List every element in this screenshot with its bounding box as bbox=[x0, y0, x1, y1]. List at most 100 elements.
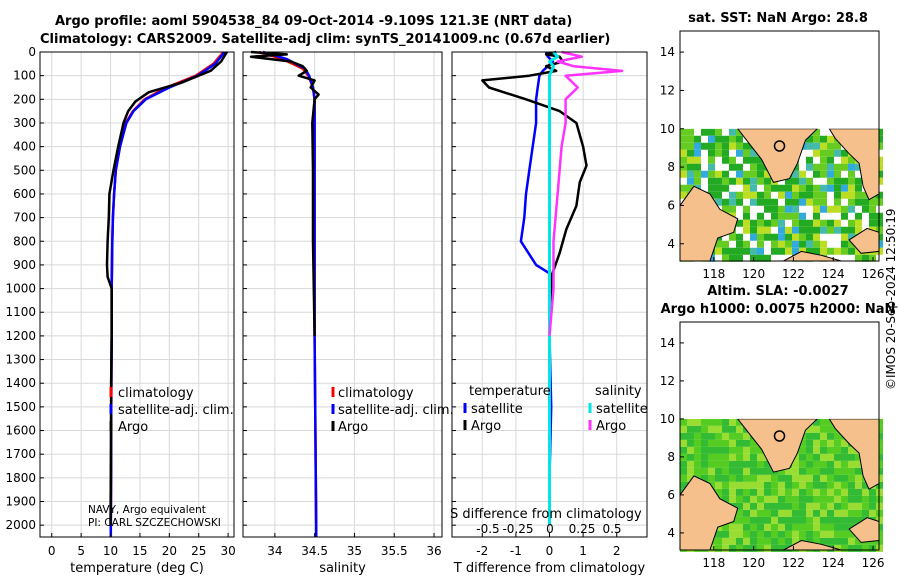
sla-map-cell bbox=[736, 488, 743, 496]
sla-map-cell bbox=[743, 544, 750, 552]
sla-map-cell bbox=[736, 523, 743, 531]
sla-map-cell bbox=[736, 432, 743, 440]
sla-map-lat-label: 8 bbox=[667, 450, 675, 464]
sst-map-cell bbox=[869, 212, 876, 220]
sla-map-cell bbox=[764, 474, 771, 482]
sla-map-cell bbox=[820, 481, 827, 489]
sla-map-cell bbox=[715, 453, 722, 461]
sla-map-cell bbox=[729, 425, 736, 433]
temperature-xtick-label: 20 bbox=[162, 544, 177, 558]
sst-map-cell bbox=[715, 184, 722, 192]
temperature-xtick-label: 10 bbox=[103, 544, 118, 558]
sst-map-lon-label: 120 bbox=[742, 267, 765, 281]
sla-map-cell bbox=[813, 530, 820, 538]
sla-map-cell bbox=[722, 418, 729, 426]
sla-map-cell bbox=[841, 544, 848, 552]
sla-map-cell bbox=[750, 523, 757, 531]
sst-map-cell bbox=[708, 170, 715, 178]
sst-map-cell bbox=[764, 219, 771, 227]
sst-map-cell bbox=[708, 142, 715, 150]
sla-map-cell bbox=[799, 467, 806, 475]
sst-map-cell bbox=[743, 205, 750, 213]
sst-map-cell bbox=[841, 212, 848, 220]
sla-map-cell bbox=[722, 425, 729, 433]
sla-map-cell bbox=[764, 537, 771, 545]
sla-map-cell bbox=[806, 502, 813, 510]
sla-map-cell bbox=[820, 509, 827, 517]
sla-map-cell bbox=[855, 502, 862, 510]
sst-map-cell bbox=[827, 184, 834, 192]
sst-map-cell bbox=[736, 142, 743, 150]
sst-map-cell bbox=[869, 219, 876, 227]
sst-map-cell bbox=[813, 247, 820, 255]
sst-map-cell bbox=[750, 247, 757, 255]
sla-map-cell bbox=[694, 467, 701, 475]
sla-map-cell bbox=[736, 481, 743, 489]
sla-map-cell bbox=[687, 453, 694, 461]
sla-map-cell bbox=[827, 502, 834, 510]
sla-map-cell bbox=[729, 523, 736, 531]
sla-map-cell bbox=[827, 488, 834, 496]
sst-map-cell bbox=[715, 149, 722, 157]
sla-map-cell bbox=[771, 509, 778, 517]
salinity-xtick-label: 35.5 bbox=[381, 544, 408, 558]
sla-map-cell bbox=[806, 523, 813, 531]
depth-tick-label: 100 bbox=[13, 69, 36, 83]
sla-map-cell bbox=[722, 474, 729, 482]
sla-map-cell bbox=[806, 537, 813, 545]
sla-map-cell bbox=[820, 474, 827, 482]
sla-map-cell bbox=[862, 509, 869, 517]
sst-map-cell bbox=[771, 205, 778, 213]
sst-map-cell bbox=[722, 184, 729, 192]
sst-map-cell bbox=[827, 205, 834, 213]
sst-map-cell bbox=[771, 233, 778, 241]
sla-map-cell bbox=[694, 418, 701, 426]
sla-map-cell bbox=[708, 544, 715, 552]
sst-map-cell bbox=[715, 128, 722, 136]
sla-map-cell bbox=[799, 502, 806, 510]
sla-map-cell bbox=[806, 474, 813, 482]
sst-map-cell bbox=[806, 219, 813, 227]
sla-map-cell bbox=[743, 453, 750, 461]
sla-map-cell bbox=[848, 474, 855, 482]
sla-map-cell bbox=[848, 537, 855, 545]
sla-map-cell bbox=[785, 481, 792, 489]
sla-map-cell bbox=[701, 467, 708, 475]
sst-map-cell bbox=[813, 226, 820, 234]
sst-map-cell bbox=[827, 219, 834, 227]
sla-map-cell bbox=[729, 467, 736, 475]
sst-map-cell bbox=[827, 247, 834, 255]
sla-map-cell bbox=[813, 467, 820, 475]
sla-map-cell bbox=[855, 481, 862, 489]
sla-map-cell bbox=[820, 537, 827, 545]
sla-map-cell bbox=[743, 474, 750, 482]
sla-map-cell bbox=[862, 481, 869, 489]
temperature-xlabel: temperature (deg C) bbox=[70, 561, 204, 576]
sla-map-cell bbox=[806, 467, 813, 475]
sla-map-cell bbox=[813, 488, 820, 496]
sst-map-lat-label: 6 bbox=[667, 198, 675, 212]
sst-map-cell bbox=[694, 163, 701, 171]
sla-map-cell bbox=[869, 488, 876, 496]
sst-map-cell bbox=[785, 247, 792, 255]
temperature-series-satellite-adj-clim- bbox=[109, 51, 226, 537]
sst-map-cell bbox=[750, 219, 757, 227]
sst-map-cell bbox=[778, 226, 785, 234]
sst-map-cell bbox=[806, 247, 813, 255]
sst-map-land bbox=[736, 128, 819, 183]
sst-map-cell bbox=[680, 135, 687, 143]
sst-map-cell bbox=[862, 198, 869, 206]
depth-tick-label: 200 bbox=[13, 92, 36, 106]
sla-map-cell bbox=[778, 488, 785, 496]
sst-map-cell bbox=[715, 177, 722, 185]
sst-map-cell bbox=[736, 135, 743, 143]
sst-map-cell bbox=[750, 198, 757, 206]
sst-map-cell bbox=[848, 184, 855, 192]
sst-map-cell bbox=[869, 254, 876, 262]
sla-map-title: Altim. SLA: -0.0027 bbox=[707, 284, 848, 299]
sla-map-cell bbox=[841, 516, 848, 524]
sst-map-cell bbox=[841, 240, 848, 248]
sst-map-cell bbox=[841, 184, 848, 192]
sst-map-cell bbox=[687, 142, 694, 150]
